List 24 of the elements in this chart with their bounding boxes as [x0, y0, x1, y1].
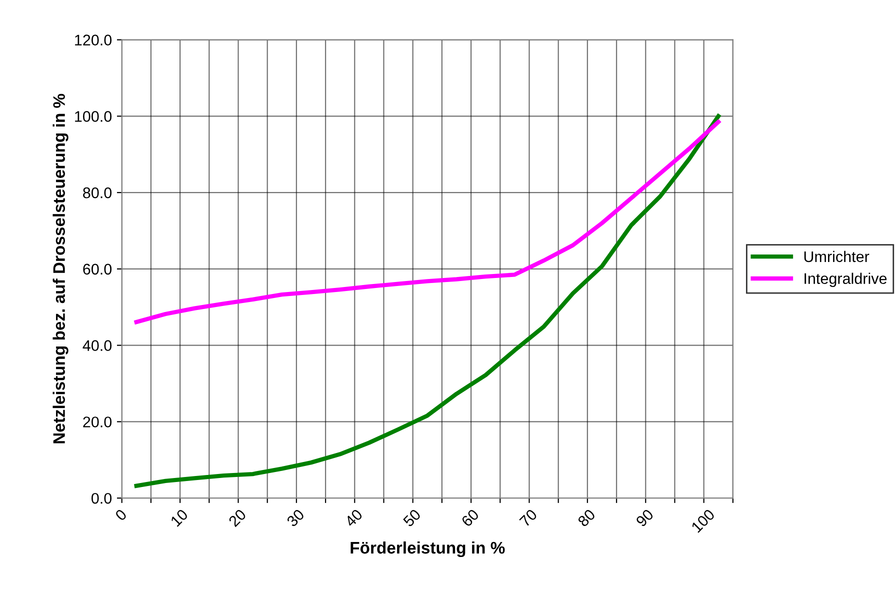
- y-tick-label: 40.0: [82, 340, 112, 352]
- x-tick-label: 90: [635, 508, 654, 528]
- x-tick-label: 10: [170, 508, 189, 527]
- line-series: [134, 120, 720, 324]
- x-tick-label: 30: [286, 508, 305, 528]
- line-series: [134, 114, 720, 488]
- x-tick-label: 50: [402, 508, 422, 528]
- x-tick-label: 70: [519, 508, 538, 528]
- x-tick-label: 80: [577, 508, 596, 528]
- y-axis-title: Netzleistung bez. auf Drosselsteuerung in %: [52, 94, 68, 444]
- y-tick-label: 60.0: [83, 264, 112, 275]
- legend-label: Integraldrive: [804, 272, 887, 287]
- y-tick-label: 80.0: [83, 187, 112, 198]
- x-tick-label: 60: [460, 508, 480, 528]
- x-tick-label: 20: [228, 508, 247, 528]
- y-tick-label: 0.0: [91, 492, 112, 504]
- y-tick-label: 20.0: [83, 416, 112, 428]
- x-tick-label: 0: [114, 508, 128, 522]
- legend-label: Umrichter: [804, 250, 870, 262]
- y-tick-label: 100.0: [75, 111, 112, 122]
- x-axis-title: Förderleistung in %: [350, 541, 505, 558]
- y-tick-label: 120.0: [75, 34, 112, 46]
- x-tick-label: 100: [690, 508, 716, 533]
- x-tick-label: 40: [344, 508, 364, 528]
